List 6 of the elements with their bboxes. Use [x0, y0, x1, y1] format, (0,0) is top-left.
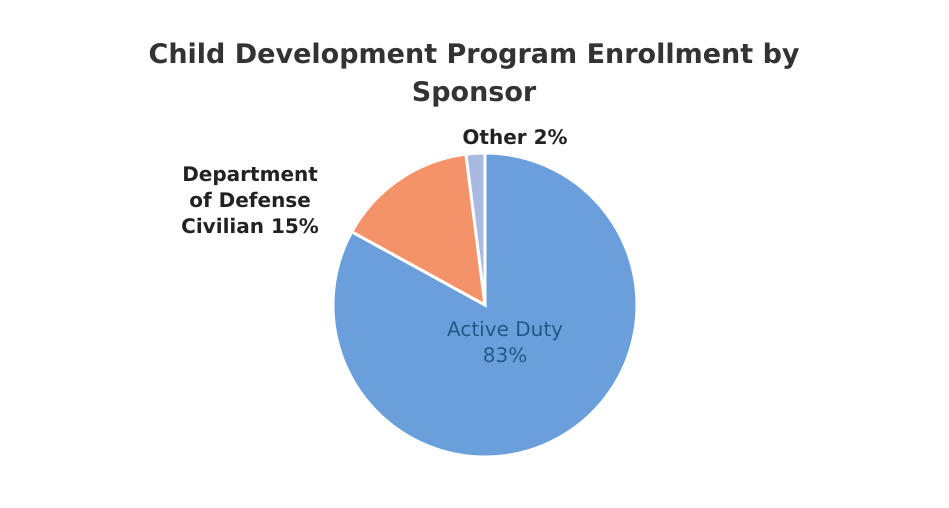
- chart-title: Child Development Program Enrollment by Sponsor: [148, 39, 800, 108]
- slice-label: Active Duty: [447, 317, 564, 341]
- pie-slice: [332, 152, 638, 458]
- data-label: 83%: [482, 343, 528, 367]
- slice-label: Other 2%: [462, 125, 568, 149]
- slice-label: Department of Defense Civilian 15%: [181, 162, 319, 238]
